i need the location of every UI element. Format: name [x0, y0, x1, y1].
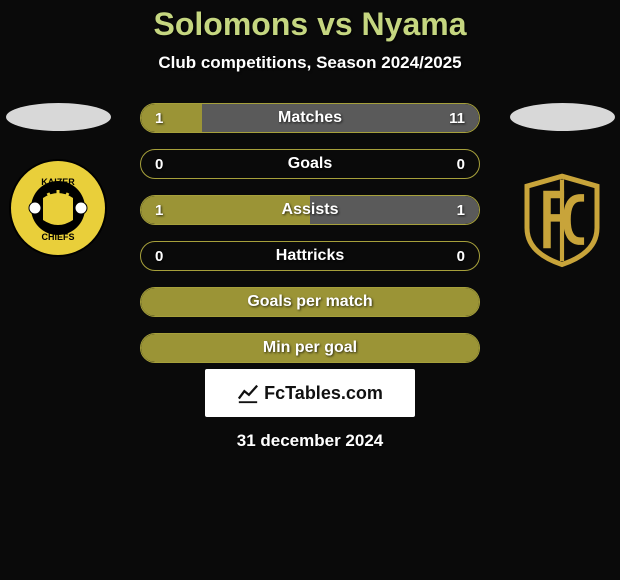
branding-label: FcTables.com	[264, 383, 383, 404]
stat-row: 0 Goals 0	[140, 149, 480, 179]
page-title: Solomons vs Nyama	[154, 6, 467, 43]
stat-label: Min per goal	[263, 339, 357, 357]
stat-label: Hattricks	[276, 247, 344, 265]
stat-row: 1 Matches 11	[140, 103, 480, 133]
right-player-oval	[510, 103, 615, 131]
comparison-widget: Solomons vs Nyama Club competitions, Sea…	[0, 0, 620, 580]
stat-row: 0 Hattricks 0	[140, 241, 480, 271]
stat-value-right: 0	[457, 156, 465, 173]
stat-value-left: 1	[155, 202, 163, 219]
comparison-date: 31 december 2024	[237, 431, 384, 451]
main-row: KAIZER CHIEFS 1Matches110Goals01Assists1…	[0, 103, 620, 363]
branding-badge: FcTables.com	[205, 369, 415, 417]
stat-value-left: 0	[155, 248, 163, 265]
stat-label: Assists	[282, 201, 339, 219]
stat-label: Goals	[288, 155, 332, 173]
left-team-column: KAIZER CHIEFS	[0, 103, 118, 250]
stat-value-right: 11	[449, 110, 465, 127]
kaizer-chiefs-logo-icon: KAIZER CHIEFS	[8, 158, 108, 258]
stat-value-right: 1	[457, 202, 465, 219]
stat-value-left: 1	[155, 110, 163, 127]
fc-shield-logo-icon	[512, 162, 612, 277]
stat-row: Goals per match	[140, 287, 480, 317]
stat-value-left: 0	[155, 156, 163, 173]
stat-label: Matches	[278, 109, 342, 127]
branding-text: FcTables.com	[237, 382, 383, 404]
stat-fill-left	[141, 104, 202, 132]
chart-line-icon	[237, 382, 259, 404]
stat-row: 1 Assists 1	[140, 195, 480, 225]
stat-value-right: 0	[457, 248, 465, 265]
right-team-column	[502, 103, 620, 262]
page-subtitle: Club competitions, Season 2024/2025	[158, 53, 461, 73]
right-team-logo	[512, 177, 612, 262]
left-team-logo: KAIZER CHIEFS	[8, 165, 108, 250]
left-player-oval	[6, 103, 111, 131]
stat-row: Min per goal	[140, 333, 480, 363]
stats-column: 1 Matches 11 0 Goals 0 1 Assists 1 0 Hattricks 0 Goa…	[118, 103, 502, 363]
stat-label: Goals per match	[247, 293, 372, 311]
